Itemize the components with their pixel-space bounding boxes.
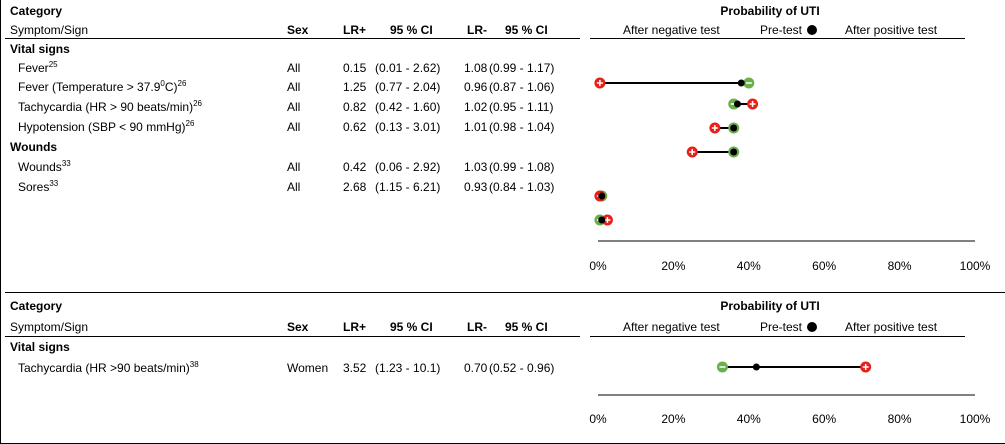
group-label: Vital signs <box>10 340 70 354</box>
row-ci-pos: (0.06 - 2.92) <box>375 160 441 174</box>
x-tick-label: 100% <box>960 412 991 426</box>
pretest-legend: Pre-test <box>760 23 818 37</box>
category-header: Category <box>10 299 63 313</box>
row-ci-pos: (0.01 - 2.62) <box>375 61 441 75</box>
group-label: Wounds <box>10 140 58 154</box>
row-lr-neg: 1.02 <box>464 100 488 114</box>
row-sex: Women <box>287 361 329 375</box>
after-positive-legend: After positive test <box>845 320 938 334</box>
row-label: Fever (Temperature > 37.90C)26 <box>18 79 187 95</box>
row-label: Sores33 <box>18 179 59 195</box>
row-label: Tachycardia (HR >90 beats/min)38 <box>18 360 199 376</box>
lr-pos-header: LR+ <box>343 320 367 334</box>
pretest-point <box>737 79 745 87</box>
row-ci-pos: (1.23 - 10.1) <box>375 361 441 375</box>
row-lr-pos: 0.42 <box>343 160 367 174</box>
row-ci-pos: (0.77 - 2.04) <box>375 80 441 94</box>
header-rule-2-right <box>590 336 965 337</box>
row-lr-pos: 0.15 <box>343 61 367 75</box>
row-sex: All <box>287 80 301 94</box>
row-lr-neg: 1.01 <box>464 120 488 134</box>
row-label: Tachycardia (HR > 90 beats/min)26 <box>18 99 202 115</box>
row-lr-neg: 0.96 <box>464 80 488 94</box>
pretest-point <box>752 363 760 371</box>
row-label: Hypotension (SBP < 90 mmHg)26 <box>18 119 195 135</box>
row-lr-pos: 1.25 <box>343 80 367 94</box>
row-label: Fever25 <box>18 60 58 76</box>
group-label: Vital signs <box>10 42 70 56</box>
header-rule-1-right <box>590 38 965 39</box>
x-tick-label: 0% <box>589 259 607 273</box>
lr-neg-header: LR- <box>467 320 487 334</box>
probability-title: Probability of UTI <box>720 4 820 18</box>
row-sex: All <box>287 160 301 174</box>
row-ci-pos: (0.13 - 3.01) <box>375 120 441 134</box>
table-bottom-rule-1 <box>5 292 1005 293</box>
sex-header: Sex <box>287 23 309 37</box>
pretest-legend: Pre-test <box>760 320 818 334</box>
row-lr-neg: 1.08 <box>464 61 488 75</box>
ci-pos-header: 95 % CI <box>390 23 433 37</box>
row-ci-neg: (0.99 - 1.17) <box>489 61 555 75</box>
after-negative-legend: After negative test <box>623 320 720 334</box>
lr-neg-header: LR- <box>467 23 487 37</box>
row-ci-neg: (0.99 - 1.08) <box>489 160 555 174</box>
x-tick-label: 60% <box>812 259 836 273</box>
symptom-header: Symptom/Sign <box>10 320 89 334</box>
row-ci-neg: (0.87 - 1.06) <box>489 80 555 94</box>
row-sex: All <box>287 180 301 194</box>
x-tick-label: 20% <box>661 259 685 273</box>
row-ci-neg: (0.95 - 1.11) <box>489 100 554 114</box>
row-ci-neg: (0.84 - 1.03) <box>489 180 555 194</box>
probability-title: Probability of UTI <box>720 299 820 313</box>
pretest-point <box>733 100 741 108</box>
row-ci-neg: (0.98 - 1.04) <box>489 120 555 134</box>
row-lr-pos: 0.82 <box>343 100 367 114</box>
row-label: Wounds33 <box>18 159 71 175</box>
row-lr-neg: 0.93 <box>464 180 488 194</box>
x-tick-label: 80% <box>888 259 912 273</box>
after-positive-legend: After positive test <box>845 23 938 37</box>
pretest-legend-dot-icon <box>807 25 818 35</box>
pretest-point <box>598 216 606 224</box>
x-tick-label: 0% <box>589 412 607 426</box>
ci-neg-header: 95 % CI <box>505 320 548 334</box>
ci-pos-header: 95 % CI <box>390 320 433 334</box>
row-lr-pos: 0.62 <box>343 120 367 134</box>
pretest-legend-dot-icon <box>807 322 818 332</box>
row-lr-neg: 0.70 <box>464 361 488 375</box>
pretest-point <box>730 148 738 156</box>
x-tick-label: 40% <box>737 259 761 273</box>
symptom-header: Symptom/Sign <box>10 23 89 37</box>
header-rule-1 <box>5 38 580 39</box>
row-sex: All <box>287 61 301 75</box>
ci-neg-header: 95 % CI <box>505 23 548 37</box>
x-tick-label: 60% <box>812 412 836 426</box>
row-lr-neg: 1.03 <box>464 160 488 174</box>
x-tick-label: 20% <box>661 412 685 426</box>
row-ci-pos: (0.42 - 1.60) <box>375 100 441 114</box>
pretest-point <box>730 124 738 132</box>
pretest-legend-label: Pre-test <box>760 23 803 37</box>
row-ci-neg: (0.52 - 0.96) <box>489 361 555 375</box>
frame-left-border <box>0 0 1 444</box>
header-rule-2 <box>5 336 580 337</box>
lr-pos-header: LR+ <box>343 23 367 37</box>
row-ci-pos: (1.15 - 6.21) <box>375 180 441 194</box>
pretest-point <box>598 192 606 200</box>
x-tick-label: 40% <box>737 412 761 426</box>
row-lr-pos: 2.68 <box>343 180 367 194</box>
after-negative-legend: After negative test <box>623 23 720 37</box>
row-sex: All <box>287 120 301 134</box>
row-sex: All <box>287 100 301 114</box>
category-header: Category <box>10 4 63 18</box>
x-tick-label: 80% <box>888 412 912 426</box>
x-tick-label: 100% <box>960 259 991 273</box>
row-lr-pos: 3.52 <box>343 361 367 375</box>
sex-header: Sex <box>287 320 309 334</box>
pretest-legend-label: Pre-test <box>760 320 803 334</box>
